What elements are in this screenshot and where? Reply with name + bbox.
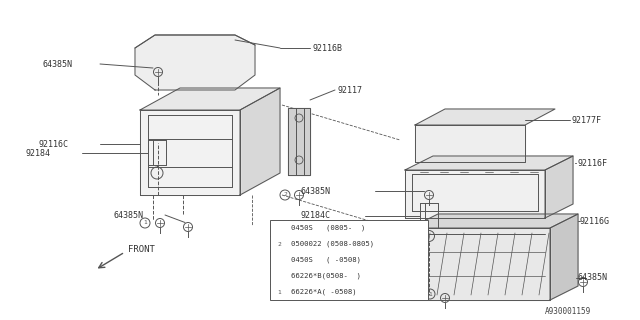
Polygon shape (415, 125, 525, 162)
Text: 64385N: 64385N (578, 274, 608, 283)
Text: 2: 2 (283, 193, 287, 197)
Text: 66226*B(0508-  ): 66226*B(0508- ) (291, 273, 361, 279)
Text: FRONT: FRONT (128, 245, 155, 254)
Text: 64385N: 64385N (113, 211, 143, 220)
Polygon shape (405, 156, 573, 170)
Polygon shape (410, 214, 578, 228)
Text: 64385N: 64385N (300, 187, 330, 196)
Text: 0450S   (0805-  ): 0450S (0805- ) (291, 225, 365, 231)
Text: 1: 1 (277, 290, 281, 294)
Text: 92184: 92184 (25, 148, 50, 157)
Text: 92116B: 92116B (312, 44, 342, 52)
Text: 92116F: 92116F (578, 158, 608, 167)
Text: 92116C: 92116C (38, 140, 68, 148)
Text: 92116G: 92116G (580, 217, 610, 226)
Text: A930001159: A930001159 (545, 308, 591, 316)
Polygon shape (415, 109, 555, 125)
Text: 66226*A( -0508): 66226*A( -0508) (291, 289, 356, 295)
Text: 0450S   ( -0508): 0450S ( -0508) (291, 257, 361, 263)
Text: 1: 1 (428, 292, 432, 297)
Text: 0500022 (0508-0805): 0500022 (0508-0805) (291, 241, 374, 247)
Polygon shape (545, 156, 573, 218)
Polygon shape (140, 88, 280, 110)
Text: 64385N: 64385N (42, 60, 72, 68)
Text: 2: 2 (277, 242, 281, 246)
Polygon shape (405, 170, 545, 218)
Polygon shape (135, 35, 255, 90)
Bar (270, 220, 428, 300)
Polygon shape (140, 110, 240, 195)
Polygon shape (240, 88, 280, 195)
Polygon shape (410, 228, 550, 300)
Text: 92117: 92117 (337, 85, 362, 94)
Text: 1: 1 (143, 220, 147, 226)
Polygon shape (550, 214, 578, 300)
Polygon shape (288, 108, 310, 175)
Text: 92177F: 92177F (572, 116, 602, 124)
Text: 92184C: 92184C (300, 212, 330, 220)
